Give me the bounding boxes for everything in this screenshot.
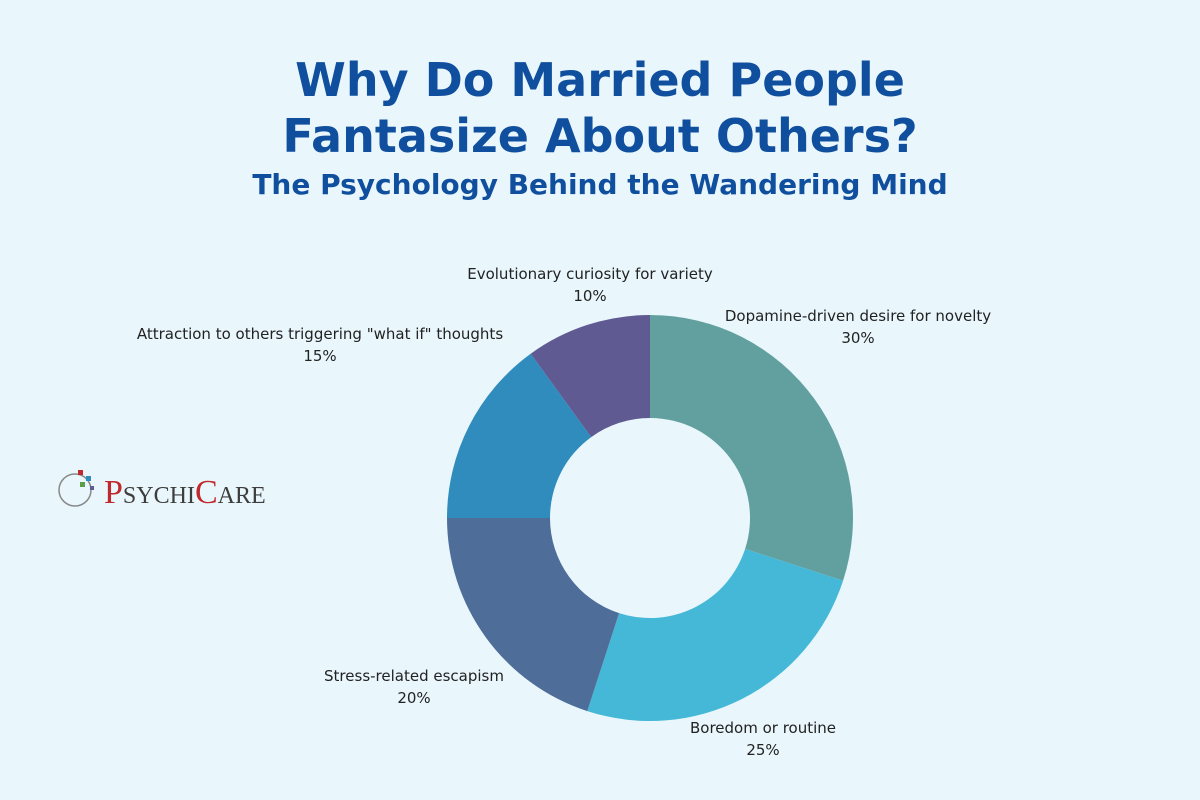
donut-slice: [447, 518, 620, 712]
brand-name: PsychiCare: [104, 474, 266, 511]
slice-label: Dopamine-driven desire for novelty: [725, 307, 991, 325]
value-label: 10%: [573, 287, 606, 305]
donut-slice: [447, 353, 592, 518]
value-label: 15%: [303, 347, 336, 365]
donut-slice: [650, 315, 853, 581]
slice-label: Evolutionary curiosity for variety: [467, 265, 713, 283]
value-label: 20%: [397, 689, 430, 707]
donut-slice: [530, 315, 650, 438]
slice-label: Stress-related escapism: [324, 667, 504, 685]
value-label: 30%: [841, 329, 874, 347]
chart-subtitle: The Psychology Behind the Wandering Mind: [252, 168, 948, 201]
value-label: 25%: [746, 741, 779, 759]
slice-label: Boredom or routine: [690, 719, 836, 737]
logo: [58, 470, 94, 507]
slice-label: Attraction to others triggering "what if…: [137, 325, 503, 343]
chart-title: Why Do Married People Fantasize About Ot…: [282, 53, 918, 163]
donut-slice: [587, 548, 844, 721]
